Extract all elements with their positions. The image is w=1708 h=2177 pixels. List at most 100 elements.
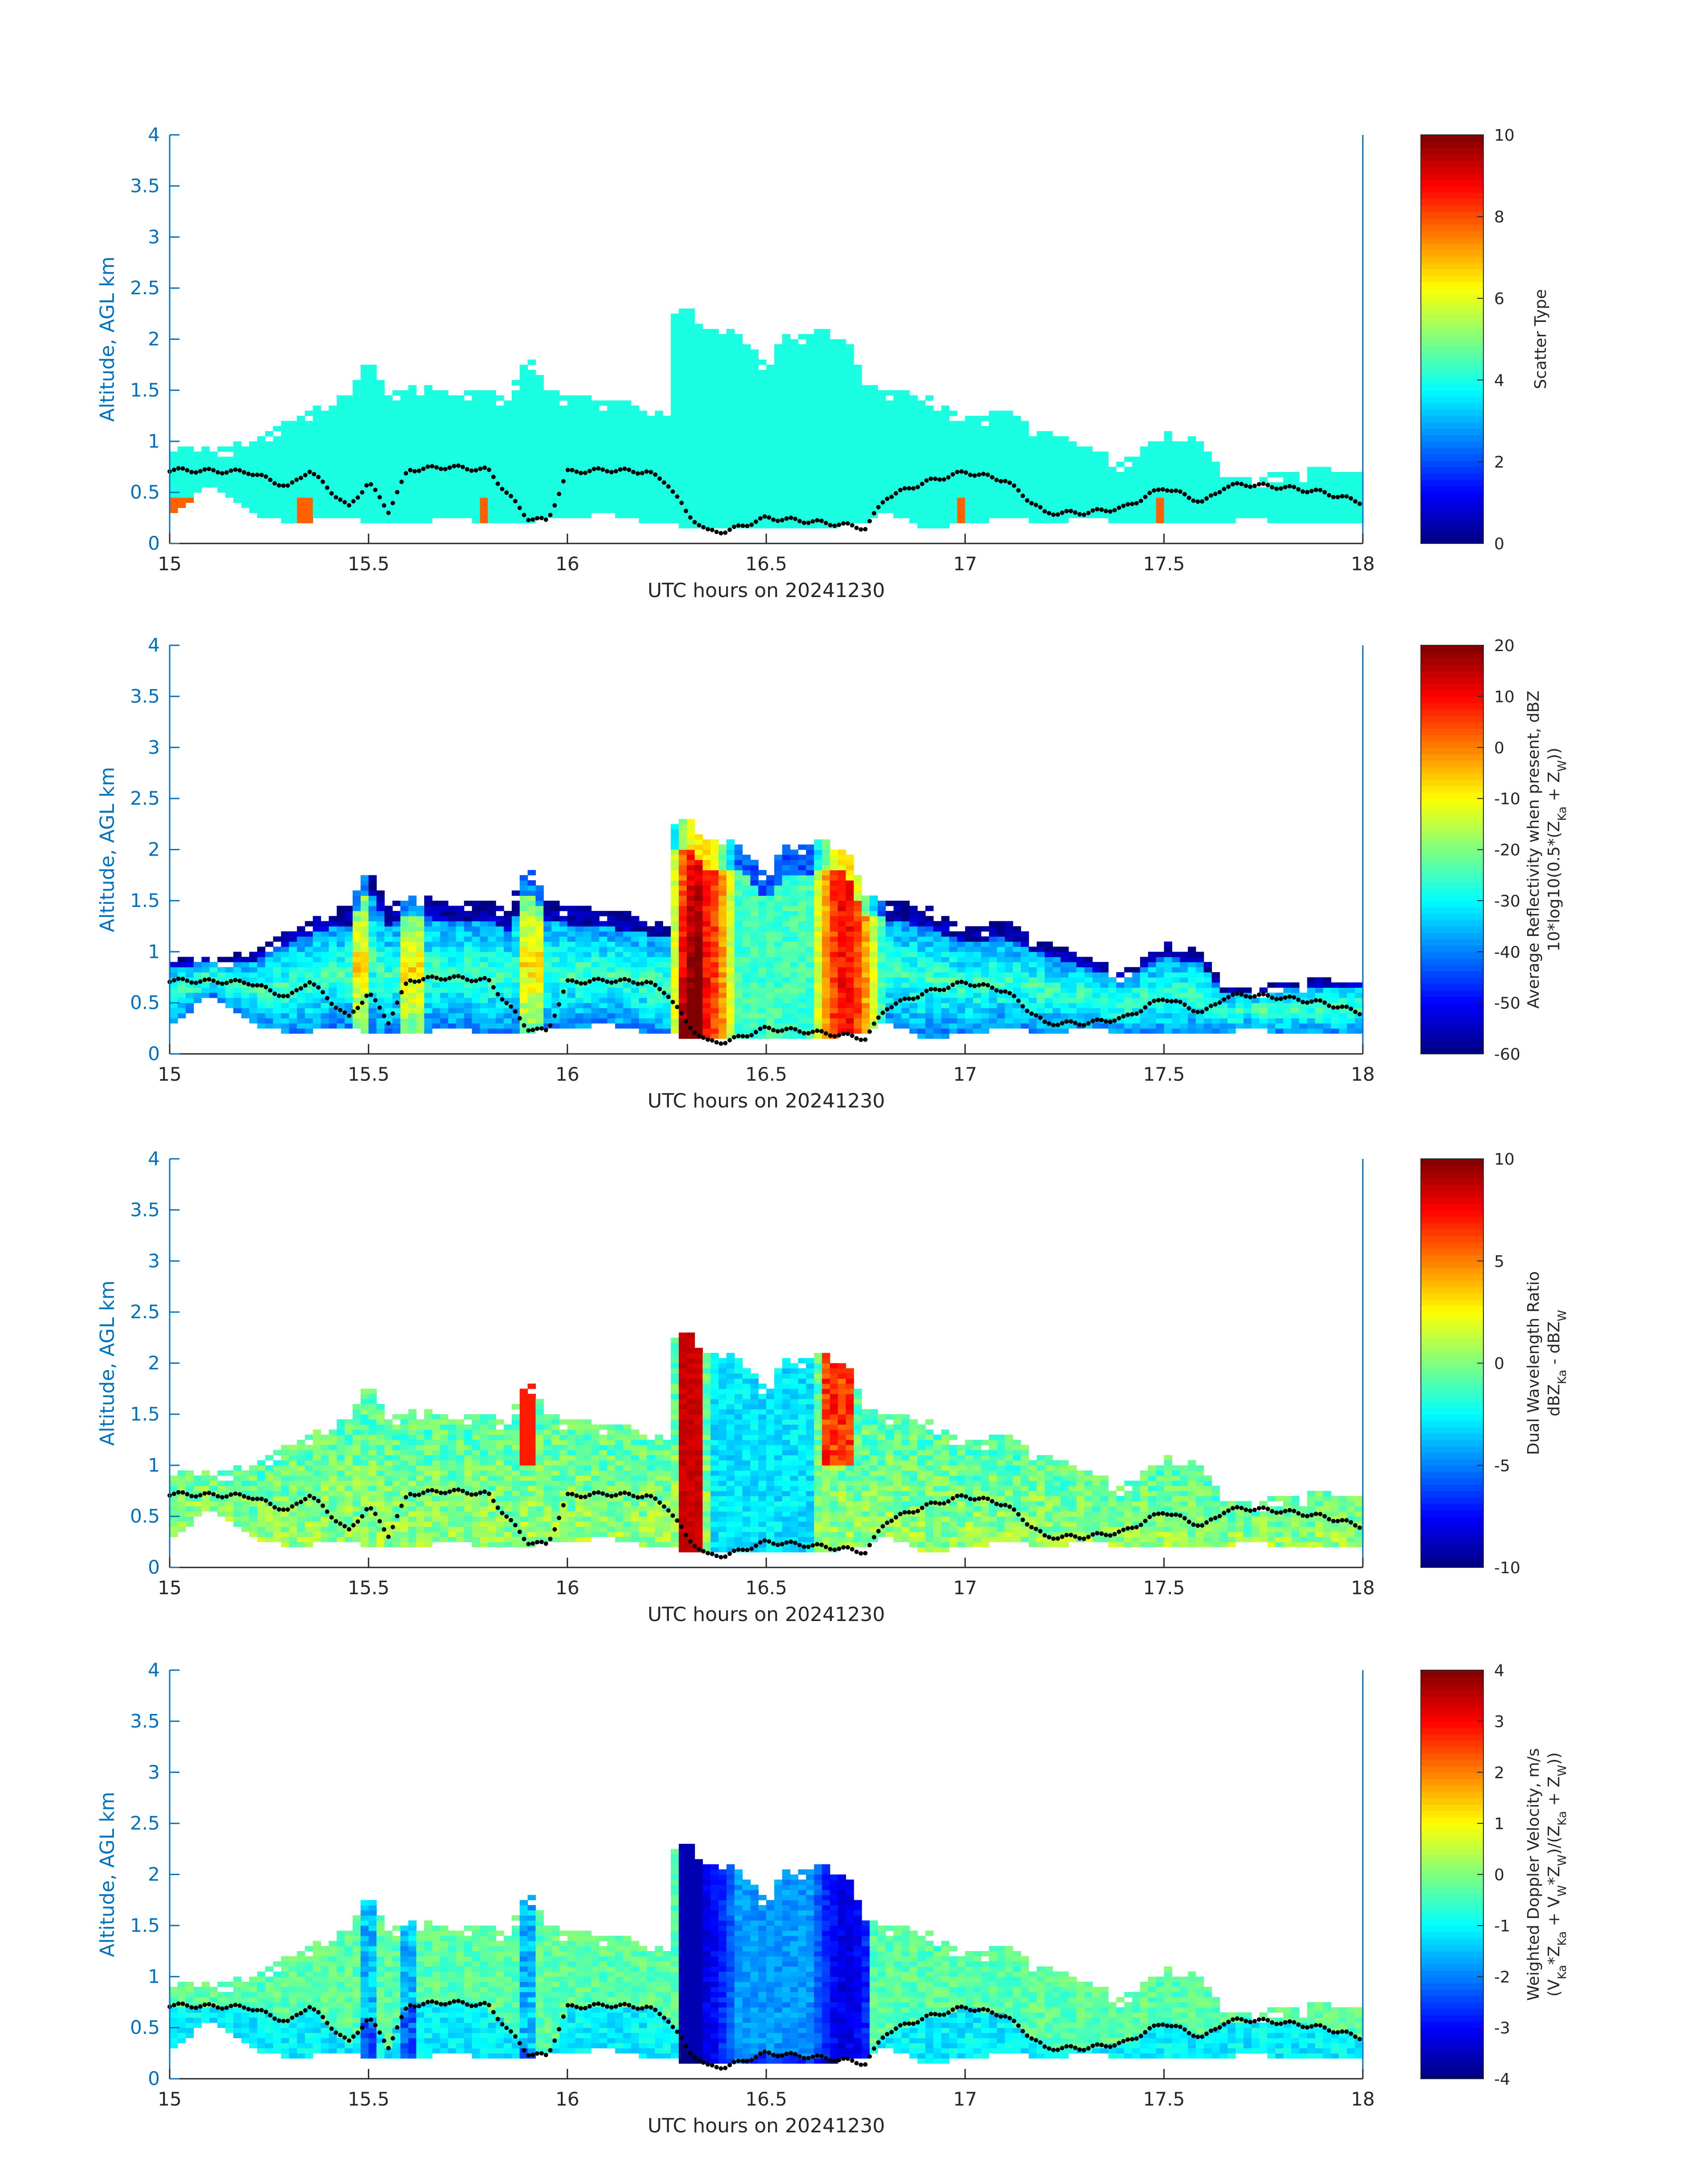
heatmap-cell [170, 1013, 178, 1019]
heatmap-cell [384, 977, 393, 983]
heatmap-cell [352, 390, 361, 396]
heatmap-cell [567, 436, 576, 442]
heatmap-cell [535, 911, 544, 916]
heatmap-cell [201, 967, 210, 973]
heatmap-cell [679, 380, 687, 385]
heatmap-cell [583, 456, 592, 462]
heatmap-cell [894, 482, 902, 488]
heatmap-cell [957, 492, 965, 498]
heatmap-cell [321, 952, 329, 957]
heatmap-cell [281, 518, 289, 523]
heatmap-cell [599, 400, 608, 406]
heatmap-cell [384, 426, 393, 431]
heatmap-cell [408, 1003, 417, 1008]
heatmap-cell [1052, 436, 1061, 442]
heatmap-cell [933, 451, 942, 457]
melting-layer-point [1252, 484, 1257, 489]
heatmap-cell [289, 957, 297, 962]
heatmap-cell [281, 1013, 289, 1019]
heatmap-cell [321, 921, 329, 927]
heatmap-cell [901, 426, 910, 431]
heatmap-cell [352, 946, 361, 952]
heatmap-cell [710, 507, 719, 513]
heatmap-cell [185, 446, 194, 452]
heatmap-cell [321, 472, 329, 477]
heatmap-cell [806, 416, 814, 422]
heatmap-cell [830, 518, 838, 523]
heatmap-cell [663, 467, 671, 472]
heatmap-cell [1283, 518, 1292, 523]
heatmap-cell [686, 344, 695, 350]
heatmap-cell [504, 456, 512, 462]
heatmap-cell [440, 451, 449, 457]
melting-layer-point [876, 505, 881, 510]
heatmap-cell [949, 482, 958, 488]
heatmap-cell [830, 395, 838, 401]
melting-layer-point [1204, 496, 1209, 501]
heatmap-cell [265, 482, 274, 488]
heatmap-cell [575, 1023, 584, 1029]
heatmap-cell [941, 410, 950, 416]
heatmap-cell [344, 916, 353, 922]
heatmap-cell [337, 513, 345, 518]
heatmap-cell [1228, 477, 1236, 483]
heatmap-cell [933, 507, 942, 513]
heatmap-cell [710, 441, 719, 447]
heatmap-cell [631, 405, 639, 411]
heatmap-cell [623, 405, 631, 411]
heatmap-cell [1028, 456, 1037, 462]
heatmap-cell [567, 502, 576, 508]
heatmap-cell [782, 334, 790, 340]
melting-layer-point [1353, 499, 1358, 504]
heatmap-cell [504, 931, 512, 937]
colorbar-swatch [1421, 498, 1483, 506]
heatmap-cell [1061, 467, 1069, 472]
heatmap-cell [599, 482, 608, 488]
heatmap-cell [424, 436, 433, 442]
heatmap-cell [1164, 513, 1173, 518]
heatmap-cell [894, 421, 902, 426]
melting-layer-point [587, 468, 592, 473]
heatmap-cell [726, 375, 735, 380]
heatmap-cell [496, 1008, 504, 1014]
heatmap-cell [551, 1023, 560, 1029]
heatmap-cell [376, 446, 385, 452]
heatmap-cell [480, 518, 489, 523]
melting-layer-point [1331, 495, 1336, 500]
heatmap-cell [185, 487, 194, 493]
heatmap-cell [861, 492, 870, 498]
heatmap-cell [472, 436, 480, 442]
heatmap-cell [671, 370, 679, 376]
heatmap-cell [790, 354, 798, 360]
melting-layer-point [618, 467, 623, 472]
heatmap-cell [488, 431, 496, 437]
heatmap-cell [806, 426, 814, 431]
heatmap-cell [496, 467, 504, 472]
heatmap-cell [734, 518, 743, 523]
heatmap-cell [1140, 446, 1148, 452]
heatmap-cell [1116, 462, 1125, 467]
heatmap-cell [512, 987, 520, 993]
heatmap-cell [432, 941, 441, 947]
heatmap-cell [360, 977, 369, 983]
heatmap-cell [519, 370, 528, 376]
heatmap-cell [734, 431, 743, 437]
heatmap-cell [193, 462, 202, 467]
heatmap-cell [806, 395, 814, 401]
heatmap-cell [289, 972, 297, 978]
heatmap-cell [623, 502, 631, 508]
heatmap-cell [512, 911, 520, 916]
heatmap-cell [360, 916, 369, 922]
heatmap-cell [352, 416, 361, 422]
heatmap-cell [615, 436, 623, 442]
heatmap-cell [647, 456, 656, 462]
heatmap-cell [599, 416, 608, 422]
heatmap-cell [1052, 502, 1061, 508]
heatmap-cell [344, 431, 353, 437]
heatmap-cell [853, 421, 862, 426]
heatmap-cell [965, 426, 973, 431]
heatmap-cell [567, 911, 576, 916]
heatmap-cell [424, 962, 433, 968]
heatmap-cell [313, 931, 321, 937]
heatmap-cell [360, 1018, 369, 1024]
